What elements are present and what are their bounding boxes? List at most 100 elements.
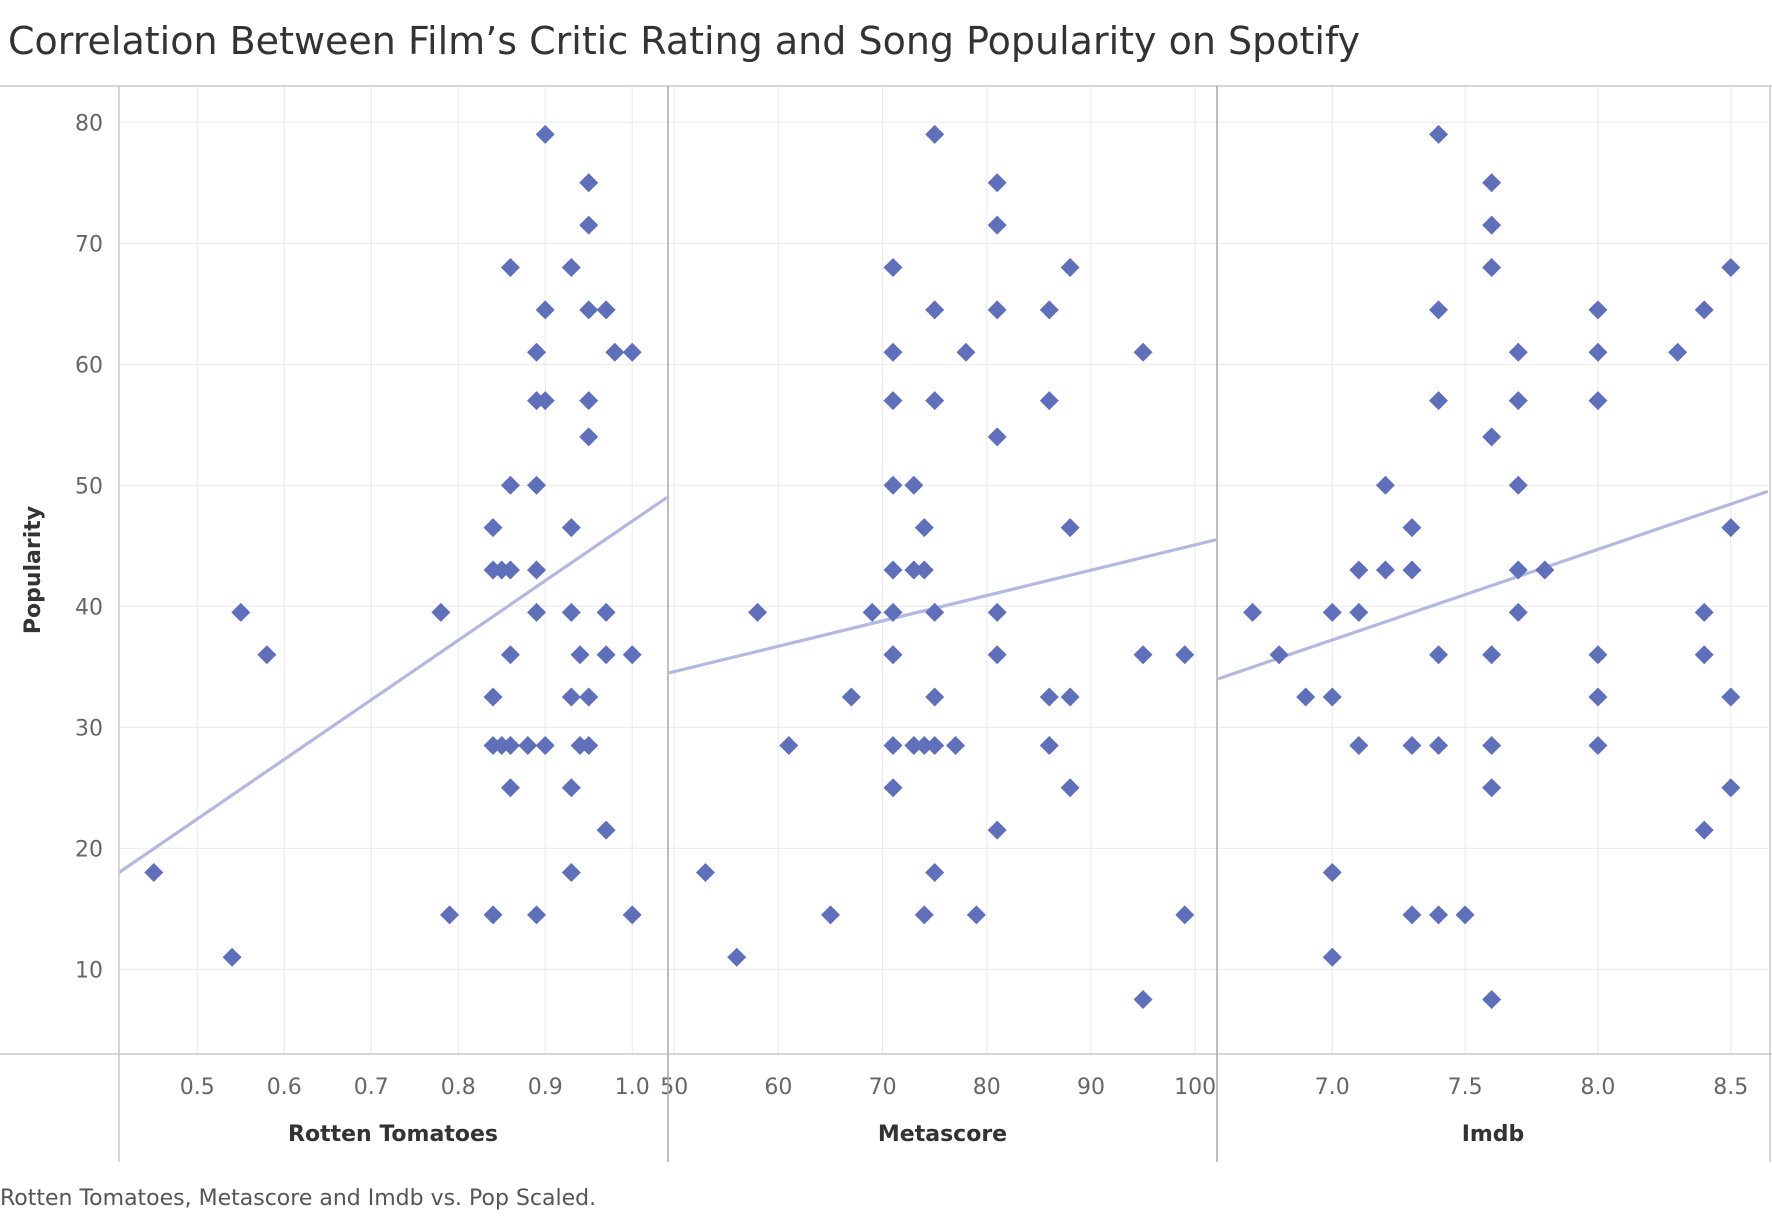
data-point xyxy=(535,300,555,320)
plot-area: 0.5 0.6 0.7 0.8 0.9 1.0 Rotten Tomatoes 50 60 70 8… xyxy=(0,85,1772,1162)
data-point xyxy=(500,258,520,277)
x-tick-label: 0.7 xyxy=(354,1075,389,1100)
data-point xyxy=(561,863,581,882)
x-tick-label: 100 xyxy=(1174,1075,1216,1100)
data-point xyxy=(1721,518,1741,538)
data-point xyxy=(1508,560,1528,580)
x-tick-label: 70 xyxy=(869,1075,897,1100)
data-point xyxy=(622,905,642,925)
data-point xyxy=(596,602,616,622)
data-point xyxy=(1588,342,1608,362)
trend-line xyxy=(669,538,1216,675)
data-point xyxy=(1694,820,1714,840)
data-point xyxy=(1588,645,1608,665)
data-point xyxy=(527,905,547,925)
data-point xyxy=(925,735,945,755)
data-point xyxy=(500,778,520,798)
data-point xyxy=(1349,602,1369,622)
data-point xyxy=(596,820,616,840)
data-point xyxy=(914,735,934,755)
data-point xyxy=(561,518,581,538)
data-point xyxy=(1429,124,1449,144)
data-point xyxy=(987,820,1007,840)
data-point xyxy=(987,215,1007,235)
chart-title: Correlation Between Film’s Critic Rating… xyxy=(8,19,1360,63)
data-point xyxy=(1482,735,1502,755)
data-point xyxy=(883,560,903,580)
data-point xyxy=(1060,687,1080,707)
data-point xyxy=(535,391,555,411)
data-point xyxy=(527,342,547,362)
data-point xyxy=(622,645,642,665)
data-point xyxy=(1375,560,1395,580)
data-point xyxy=(1175,905,1195,925)
data-point xyxy=(561,602,581,622)
data-point xyxy=(1175,645,1195,665)
data-point xyxy=(1508,391,1528,411)
data-point xyxy=(483,518,503,538)
data-point xyxy=(925,300,945,320)
x-tick-label: 7.0 xyxy=(1315,1075,1350,1100)
data-point xyxy=(1269,645,1289,665)
x-axis-title: Imdb xyxy=(1462,1122,1525,1147)
data-point xyxy=(535,735,555,755)
data-point xyxy=(1429,391,1449,411)
data-point xyxy=(1060,258,1080,277)
data-point xyxy=(622,342,642,362)
data-point xyxy=(579,687,599,707)
x-tick-label: 8.5 xyxy=(1713,1075,1748,1100)
data-point xyxy=(527,475,547,495)
x-axis-title: Metascore xyxy=(878,1122,1007,1147)
y-tick-label: 10 xyxy=(75,958,103,983)
data-point xyxy=(904,735,924,755)
data-point xyxy=(883,475,903,495)
data-point xyxy=(1429,645,1449,665)
data-point xyxy=(257,645,277,665)
data-point xyxy=(231,602,251,622)
data-point xyxy=(605,342,625,362)
data-point xyxy=(914,518,934,538)
y-tick-label: 60 xyxy=(75,353,103,378)
data-point xyxy=(914,560,934,580)
data-point xyxy=(500,560,520,580)
data-point xyxy=(1039,687,1059,707)
data-point xyxy=(904,475,924,495)
x-tick-label: 1.0 xyxy=(615,1075,650,1100)
data-point xyxy=(1402,735,1422,755)
data-point xyxy=(883,391,903,411)
data-point xyxy=(596,645,616,665)
data-point xyxy=(1402,905,1422,925)
data-point xyxy=(883,342,903,362)
data-point xyxy=(483,687,503,707)
data-point xyxy=(1535,560,1555,580)
data-point xyxy=(1429,905,1449,925)
data-point xyxy=(1322,947,1342,967)
data-point xyxy=(727,947,747,967)
data-point xyxy=(1039,300,1059,320)
data-point xyxy=(1668,342,1688,362)
data-point xyxy=(1322,687,1342,707)
data-point xyxy=(1133,342,1153,362)
data-point xyxy=(579,735,599,755)
x-tick-label: 7.5 xyxy=(1448,1075,1483,1100)
data-point xyxy=(883,645,903,665)
data-point xyxy=(1694,645,1714,665)
data-point xyxy=(1039,735,1059,755)
data-point xyxy=(914,905,934,925)
data-point xyxy=(748,602,768,622)
data-point xyxy=(1429,735,1449,755)
data-point xyxy=(987,602,1007,622)
data-point xyxy=(431,602,451,622)
data-point xyxy=(956,342,976,362)
data-point xyxy=(1060,518,1080,538)
data-point xyxy=(579,173,599,193)
data-point xyxy=(1482,173,1502,193)
y-tick-label: 70 xyxy=(75,232,103,257)
data-point xyxy=(1482,258,1502,277)
data-point xyxy=(987,300,1007,320)
data-point xyxy=(925,602,945,622)
trend-line xyxy=(119,496,667,874)
data-point xyxy=(1322,602,1342,622)
data-point xyxy=(561,258,581,277)
data-point xyxy=(1482,215,1502,235)
